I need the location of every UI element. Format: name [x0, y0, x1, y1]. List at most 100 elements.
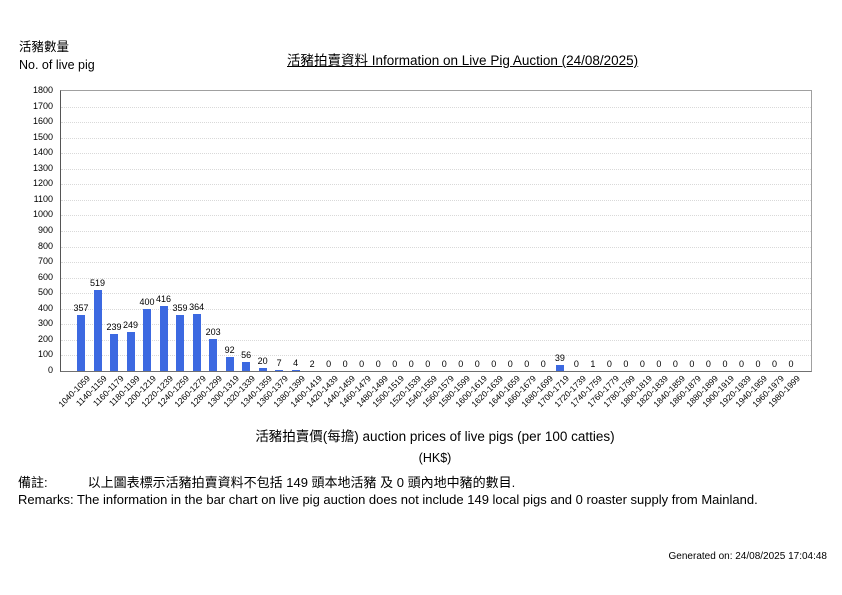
bar [192, 314, 201, 371]
y-tick-label: 1100 [33, 193, 53, 204]
bar-value-label: 2 [309, 358, 315, 369]
generated-timestamp: Generated on: 24/08/2025 17:04:48 [668, 551, 827, 562]
y-gridline [61, 277, 811, 279]
y-gridline [61, 262, 811, 264]
bar [275, 369, 284, 371]
bar-value-label: 0 [705, 359, 711, 369]
bar-value-label: 359 [172, 303, 188, 314]
bar-value-label: 56 [241, 350, 252, 361]
bar-value-label: 0 [458, 359, 464, 369]
y-gridline [61, 246, 811, 248]
bar-value-label: 0 [507, 359, 513, 369]
bar-value-label: 203 [205, 327, 221, 338]
bar-value-label: 0 [491, 359, 497, 369]
bar [209, 339, 218, 371]
bar-value-label: 0 [623, 359, 629, 369]
y-gridline [61, 215, 811, 217]
bar-value-label: 400 [139, 296, 155, 307]
bar-value-label: 0 [408, 359, 414, 369]
bar-value-label: 0 [689, 359, 695, 369]
y-tick-label: 200 [37, 333, 53, 344]
bar-value-label: 0 [342, 359, 348, 369]
bar-value-label: 0 [755, 359, 761, 369]
bar-value-label: 249 [123, 320, 139, 331]
bar-value-label: 39 [554, 352, 565, 363]
y-tick-label: 1200 [32, 178, 53, 189]
y-tick-label: 800 [37, 240, 53, 251]
x-axis-title: 活豬拍賣價(每擔) auction prices of live pigs (p… [255, 429, 615, 444]
bar-value-label: 0 [375, 359, 381, 369]
page-title: 活豬拍賣資料 Information on Live Pig Auction (… [287, 53, 639, 68]
bar-value-label: 4 [293, 358, 299, 369]
y-gridline [61, 308, 811, 310]
y-tick-label: 1700 [32, 100, 53, 111]
y-gridline [61, 184, 811, 186]
bar-value-label: 519 [89, 278, 106, 289]
remark-zh-text: 以上圖表標示活豬拍賣資料不包括 149 頭本地活豬 及 0 頭內地中豬的數目. [87, 475, 516, 490]
y-tick-label: 500 [37, 287, 53, 298]
bar-value-label: 0 [788, 359, 794, 369]
bar-value-label: 92 [224, 344, 235, 355]
y-gridline [61, 153, 811, 155]
remark-zh-label: 備註: [18, 475, 48, 490]
bar [77, 315, 85, 371]
bar-value-label: 1 [590, 358, 596, 369]
y-gridline [61, 339, 811, 341]
bar-value-label: 0 [639, 359, 645, 369]
y-axis-title-en: No. of live pig [19, 58, 95, 72]
y-tick-label: 1800 [32, 85, 53, 95]
y-gridline [61, 168, 811, 170]
bar [143, 308, 152, 371]
y-tick-label: 900 [37, 225, 53, 235]
plot-area: 357 519 239 249 400 416 359 364 203 92 56 20 7 4 2 0 0 0 0… [60, 90, 812, 372]
bar [110, 333, 119, 371]
bar-value-label: 0 [441, 359, 447, 369]
bar-value-label: 0 [606, 359, 612, 369]
y-tick-label: 300 [37, 318, 53, 329]
y-gridline [61, 324, 811, 326]
y-tick-label: 1600 [32, 116, 53, 127]
y-tick-label: 1000 [32, 209, 53, 220]
x-axis-unit: (HK$) [418, 451, 452, 465]
y-gridline [61, 199, 811, 201]
y-tick-label: 100 [37, 349, 53, 360]
bar-value-label: 0 [359, 359, 365, 369]
bar-value-label: 364 [189, 302, 205, 313]
bar [555, 364, 564, 371]
y-tick-label: 400 [37, 302, 53, 313]
bar-value-label: 0 [656, 359, 662, 369]
bar-value-label: 20 [257, 355, 268, 366]
bar-value-label: 0 [524, 359, 530, 369]
y-axis-title-zh: 活豬數量 [19, 40, 70, 54]
y-gridline [61, 106, 811, 108]
x-axis-labels: 1040-1059 1140-1159 1160-1179 1180-1199 1200… [57, 371, 810, 426]
remark-zh: 備註: 以上圖表標示活豬拍賣資料不包括 149 頭本地活豬 及 0 頭內地中豬的數… [18, 472, 515, 491]
bar [159, 306, 168, 371]
y-tick-label: 600 [37, 271, 53, 282]
bar [258, 367, 267, 371]
y-gridline [61, 355, 811, 357]
y-axis-title: 活豬數量 No. of live pig [19, 38, 95, 74]
bar-value-label: 0 [425, 359, 431, 369]
remark-en: Remarks: The information in the bar char… [18, 492, 758, 507]
bar-value-label: 0 [540, 359, 546, 369]
y-gridline [61, 293, 811, 295]
bar [93, 290, 102, 371]
bar-value-label: 239 [106, 321, 122, 332]
bar [291, 370, 300, 371]
bar-value-label: 0 [738, 359, 744, 369]
bar-value-label: 7 [276, 357, 282, 368]
bar-value-label: 0 [474, 359, 480, 369]
y-tick-label: 1300 [32, 162, 53, 173]
y-tick-label: 1400 [32, 147, 53, 158]
y-axis-labels: 0 100 200 300 400 500 600 700 800 900 1000 1100 1200… [0, 85, 56, 375]
bar-value-label: 0 [672, 359, 678, 369]
bar [242, 362, 251, 371]
y-tick-label: 700 [37, 256, 53, 267]
y-gridline [61, 231, 811, 232]
bar-value-label: 0 [771, 359, 777, 369]
bar-value-label: 0 [392, 359, 398, 369]
y-gridline [61, 122, 811, 124]
bar-value-label: 0 [573, 359, 579, 369]
bar-value-label: 357 [73, 303, 89, 314]
